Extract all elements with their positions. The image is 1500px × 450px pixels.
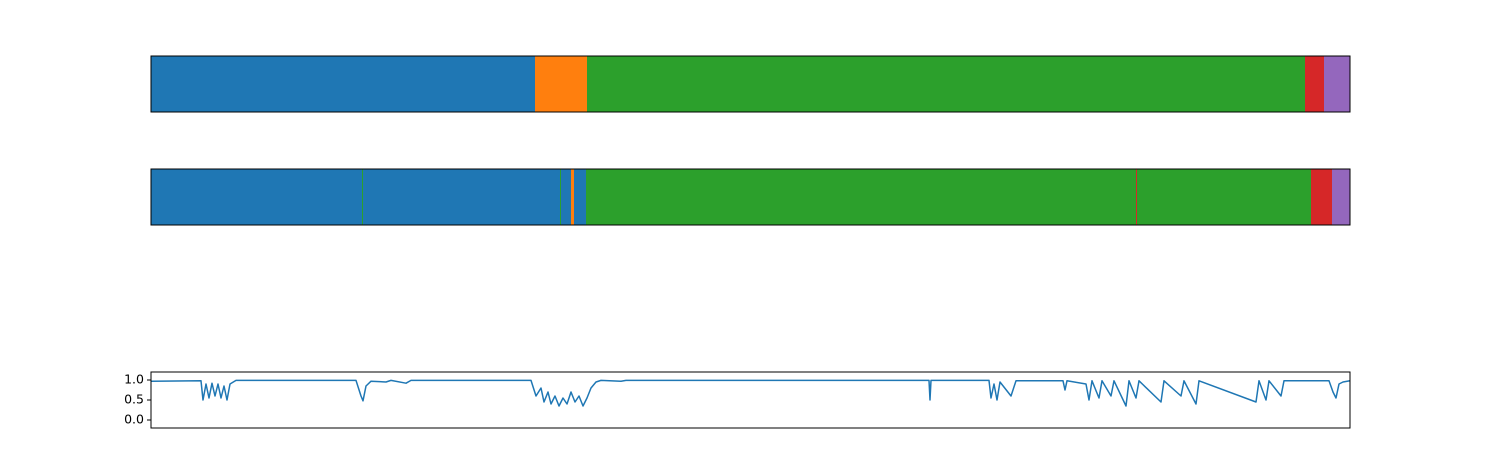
segment [1305,56,1324,112]
y-tick-label: 0.0 [124,412,144,427]
segment [363,169,560,225]
segment [151,56,535,112]
segment [560,169,561,225]
segment [151,169,362,225]
segment [574,169,586,225]
axes-frame [150,55,1351,113]
segment [1311,169,1332,225]
axes-frame [150,371,1351,429]
segment [586,169,1136,225]
segment [571,169,574,225]
segment [1137,169,1311,225]
segment [1324,56,1350,112]
segment [535,56,587,112]
line [150,379,1351,407]
axes-frame [150,168,1351,226]
y-tick-label: 0.5 [124,392,144,407]
segment [362,169,363,225]
segment [1136,169,1137,225]
segment [1332,169,1350,225]
segment [561,169,571,225]
y-tick-label: 1.0 [124,372,144,387]
segment [587,56,1305,112]
